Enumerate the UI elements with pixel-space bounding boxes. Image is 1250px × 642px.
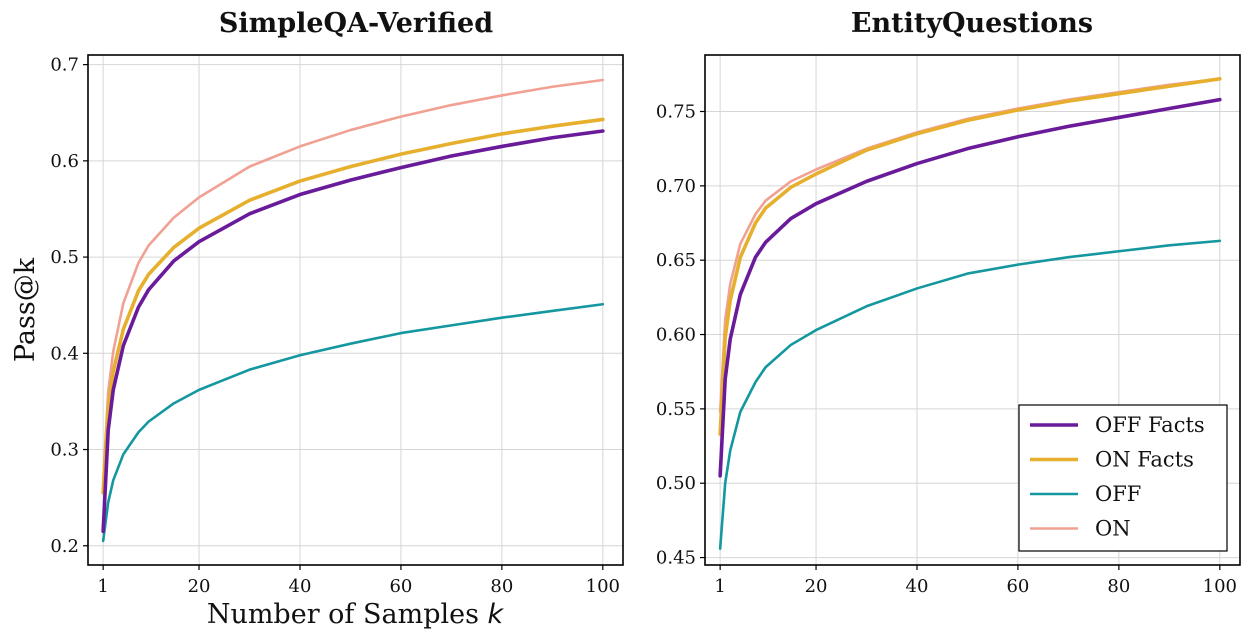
x-axis-label: Number of Samples k (207, 599, 505, 630)
y-tick-label: 0.4 (50, 343, 79, 364)
series-line-off (718, 239, 1222, 550)
series-line-off (101, 302, 605, 543)
x-tick-label: 100 (586, 576, 620, 597)
y-tick-label: 0.45 (656, 548, 696, 569)
y-tick-label: 0.60 (656, 325, 696, 346)
series-line-on-facts (718, 76, 1222, 436)
x-axis-label-text: Number of Samples (207, 599, 488, 630)
legend-label: ON (1095, 517, 1131, 541)
series-lines (718, 76, 1222, 550)
x-tick-label: 60 (389, 576, 412, 597)
legend-label: OFF Facts (1095, 413, 1205, 437)
x-tick-label: 40 (906, 576, 929, 597)
y-tick-label: 0.65 (656, 250, 696, 271)
x-tick-label: 80 (490, 576, 513, 597)
x-tick-label: 20 (805, 576, 828, 597)
x-tick-label: 80 (1107, 576, 1130, 597)
plot-frame (87, 54, 624, 566)
x-tick-label: 20 (188, 576, 211, 597)
y-tick-labels: 0.2 0.3 0.4 0.5 0.6 0.7 (50, 55, 88, 557)
x-tick-labels: 1 20 40 60 80 100 (97, 565, 620, 597)
y-tick-label: 0.50 (656, 473, 696, 494)
series-line-on-facts (101, 117, 605, 495)
x-axis-label-k: k (488, 599, 505, 630)
plot-frame (704, 54, 1241, 566)
y-tick-label: 0.70 (656, 176, 696, 197)
chart-entityquestions: EntityQuestions 1 20 40 60 80 100 0.45 0.50 0.5… (656, 8, 1241, 597)
y-tick-label: 0.6 (50, 151, 79, 172)
y-tick-label: 0.75 (656, 102, 696, 123)
x-tick-label: 100 (1203, 576, 1237, 597)
y-axis-label: Pass@k (10, 257, 41, 362)
chart-title: EntityQuestions (851, 8, 1093, 39)
y-tick-label: 0.7 (50, 55, 79, 76)
series-lines (101, 78, 605, 543)
legend-label: OFF (1095, 482, 1141, 506)
gridlines (88, 55, 623, 565)
legend-box (1018, 404, 1228, 552)
x-tick-labels: 1 20 40 60 80 100 (714, 565, 1237, 597)
series-line-off-facts (101, 129, 605, 534)
y-tick-label: 0.2 (50, 536, 79, 557)
x-tick-label: 60 (1006, 576, 1029, 597)
series-line-on (101, 78, 605, 485)
series-line-off-facts (718, 97, 1222, 478)
y-tick-label: 0.3 (50, 440, 79, 461)
x-tick-label: 1 (97, 576, 108, 597)
y-tick-label: 0.55 (656, 399, 696, 420)
x-tick-label: 40 (289, 576, 312, 597)
x-tick-label: 1 (714, 576, 725, 597)
chart-simpleqa-verified: SimpleQA-Verified 1 20 40 60 80 100 0.2 0.3 0.4… (10, 8, 624, 630)
y-tick-labels: 0.45 0.50 0.55 0.60 0.65 0.70 0.75 (656, 102, 705, 569)
legend: OFF Facts ON Facts OFF ON (1018, 404, 1228, 552)
y-tick-label: 0.5 (50, 247, 79, 268)
legend-label: ON Facts (1095, 448, 1194, 472)
chart-title: SimpleQA-Verified (219, 8, 493, 39)
